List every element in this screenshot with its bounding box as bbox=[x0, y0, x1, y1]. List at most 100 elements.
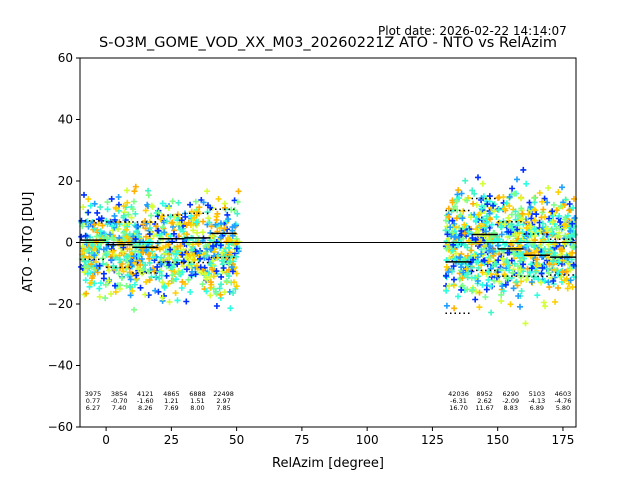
scatter-point bbox=[85, 223, 92, 230]
scatter-point bbox=[478, 205, 485, 212]
scatter-point bbox=[451, 276, 457, 283]
scatter-point bbox=[453, 215, 460, 222]
scatter-point bbox=[115, 225, 121, 232]
scatter-point bbox=[527, 269, 533, 276]
scatter-point bbox=[97, 228, 104, 235]
scatter-point bbox=[183, 298, 190, 305]
scatter-point bbox=[142, 207, 149, 214]
scatter-point bbox=[460, 269, 467, 276]
scatter-point bbox=[483, 228, 489, 235]
scatter-point bbox=[204, 252, 211, 259]
bin-std-label: 16.70 bbox=[449, 404, 468, 412]
scatter-point bbox=[146, 268, 152, 275]
scatter-point bbox=[188, 212, 195, 219]
scatter-point bbox=[217, 242, 224, 249]
scatter-point bbox=[476, 227, 483, 234]
scatter-point bbox=[451, 305, 458, 312]
scatter-point bbox=[443, 287, 450, 294]
scatter-point bbox=[528, 279, 535, 285]
scatter-point bbox=[84, 270, 91, 277]
scatter-point bbox=[561, 221, 568, 228]
scatter-point bbox=[123, 233, 130, 240]
scatter-point bbox=[175, 199, 182, 206]
scatter-point bbox=[208, 223, 215, 230]
scatter-point bbox=[124, 253, 131, 260]
scatter-point bbox=[116, 256, 123, 263]
bin-count-label: 6290 bbox=[502, 390, 519, 398]
scatter-layer bbox=[78, 166, 578, 327]
x-tick-label: 175 bbox=[551, 433, 574, 447]
scatter-point bbox=[109, 223, 115, 230]
scatter-point bbox=[81, 191, 87, 198]
bin-std-label: 6.89 bbox=[530, 404, 544, 412]
scatter-point bbox=[478, 262, 485, 269]
scatter-point bbox=[156, 268, 163, 275]
scatter-point bbox=[142, 291, 149, 298]
scatter-point bbox=[541, 195, 548, 202]
scatter-point bbox=[510, 266, 517, 273]
scatter-point bbox=[224, 211, 231, 218]
scatter-point bbox=[157, 260, 164, 267]
scatter-point bbox=[189, 268, 195, 275]
scatter-point bbox=[132, 183, 139, 190]
scatter-point bbox=[479, 269, 486, 276]
scatter-point bbox=[550, 278, 557, 284]
scatter-point bbox=[193, 219, 200, 226]
scatter-point bbox=[158, 254, 164, 261]
scatter-point bbox=[443, 263, 450, 270]
scatter-point bbox=[225, 273, 232, 280]
scatter-point bbox=[179, 278, 186, 285]
scatter-point bbox=[460, 208, 467, 215]
scatter-point bbox=[83, 219, 89, 225]
scatter-point bbox=[120, 203, 127, 209]
scatter-point bbox=[185, 219, 192, 226]
scatter-point bbox=[99, 255, 106, 262]
y-tick-label: −40 bbox=[48, 359, 73, 373]
scatter-point bbox=[502, 281, 509, 288]
scatter-point bbox=[127, 276, 134, 283]
scatter-point bbox=[515, 252, 521, 259]
scatter-point bbox=[180, 258, 187, 265]
scatter-point bbox=[463, 265, 470, 272]
scatter-point bbox=[510, 238, 517, 245]
scatter-point bbox=[147, 238, 154, 245]
scatter-point bbox=[207, 279, 214, 286]
scatter-point bbox=[105, 263, 111, 270]
bin-std-label: 8.83 bbox=[503, 404, 517, 412]
scatter-point bbox=[533, 247, 540, 254]
scatter-point bbox=[96, 285, 103, 292]
scatter-point bbox=[91, 252, 98, 259]
scatter-point bbox=[212, 221, 219, 228]
scatter-point bbox=[177, 226, 184, 233]
scatter-point bbox=[87, 202, 94, 209]
scatter-point bbox=[231, 207, 238, 214]
scatter-point bbox=[514, 282, 521, 289]
scatter-point bbox=[445, 269, 452, 276]
scatter-point bbox=[531, 206, 538, 213]
scatter-point bbox=[519, 215, 526, 222]
scatter-point bbox=[449, 199, 456, 206]
scatter-point bbox=[552, 298, 559, 305]
scatter-point bbox=[116, 219, 123, 226]
scatter-point bbox=[172, 290, 179, 296]
scatter-point bbox=[146, 231, 153, 238]
scatter-point bbox=[514, 240, 521, 247]
scatter-point bbox=[479, 180, 486, 187]
scatter-point bbox=[528, 215, 535, 222]
scatter-point bbox=[216, 285, 223, 292]
scatter-point bbox=[116, 234, 123, 241]
scatter-point bbox=[183, 266, 190, 273]
scatter-point bbox=[155, 227, 162, 234]
scatter-point bbox=[180, 246, 187, 253]
scatter-point bbox=[126, 246, 133, 252]
scatter-point bbox=[171, 230, 177, 237]
scatter-point bbox=[213, 290, 220, 297]
scatter-point bbox=[512, 208, 519, 215]
scatter-point bbox=[498, 267, 505, 274]
scatter-point bbox=[178, 217, 185, 224]
scatter-point bbox=[81, 264, 88, 271]
scatter-point bbox=[505, 262, 512, 269]
bin-mean-label: -1.60 bbox=[137, 397, 154, 405]
scatter-point bbox=[233, 270, 240, 277]
scatter-point bbox=[169, 264, 176, 271]
